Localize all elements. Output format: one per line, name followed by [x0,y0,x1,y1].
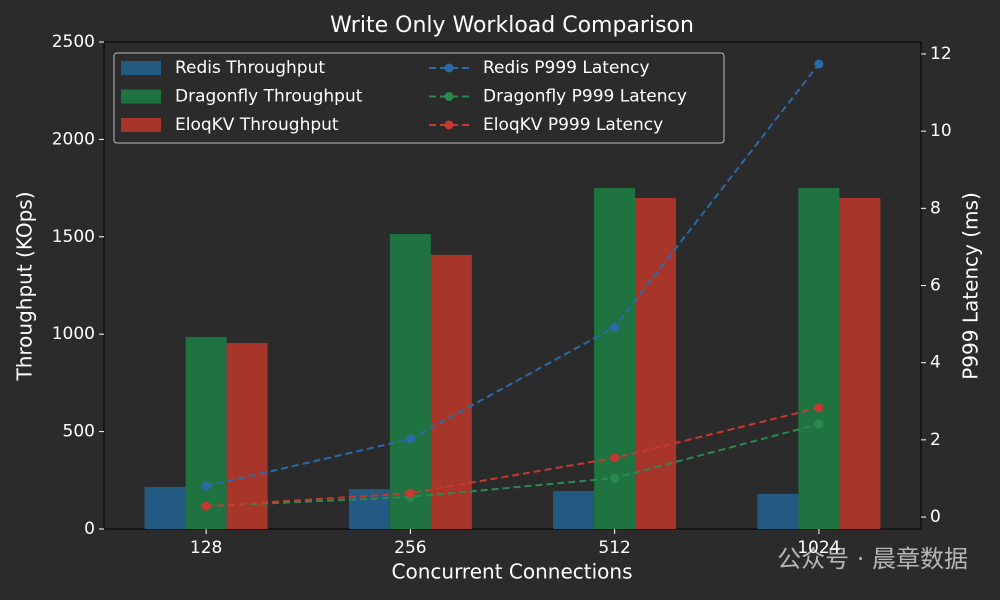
legend-frame [113,52,725,144]
latency-point [814,403,824,413]
y-tick-label: 1000 [52,324,95,344]
bar [430,254,472,530]
latency-point [201,481,211,491]
legend-label: Redis Throughput [175,58,325,78]
bar [144,486,186,529]
latency-point [610,473,620,483]
bar [389,234,431,529]
legend-label: Dragonfly P999 Latency [483,87,687,107]
legend-label: EloqKV P999 Latency [483,115,663,135]
y-tick-label: 500 [63,422,95,442]
latency-point [610,322,620,332]
y-tick-label: 1500 [52,227,95,247]
latency-point [201,501,211,511]
legend-label: Redis P999 Latency [483,58,650,78]
bar [839,198,881,530]
chart-title: Write Only Workload Comparison [330,13,694,38]
y2-tick-label: 2 [930,430,941,450]
bar [553,491,595,529]
x-tick-label: 128 [190,538,222,558]
bar [798,188,840,529]
y2-tick-label: 4 [930,353,941,373]
y-tick-label: 2000 [52,129,95,149]
x-tick-label: 256 [394,538,426,558]
legend-marker [444,92,454,101]
legend-swatch [121,89,161,104]
y-axis-label: Throughput (KOps) [13,191,37,381]
latency-line [205,63,820,488]
latency-point [405,434,415,444]
bar [226,342,268,529]
bar [185,336,227,529]
x-tick-label: 512 [598,538,630,558]
latency-point [814,59,824,69]
latency-point [610,453,620,463]
legend-swatch [121,61,161,75]
latency-point [814,419,824,429]
y-tick-label: 2500 [52,32,95,52]
latency-point [405,488,415,498]
y-tick-label: 0 [84,519,95,539]
legend-marker [444,63,454,73]
bar [594,188,636,529]
legend-label: EloqKV Throughput [175,115,339,135]
bar [635,198,677,530]
x-tick-label: 1024 [797,538,840,558]
x-axis-label: Concurrent Connections [392,560,633,584]
y2-tick-label: 8 [930,198,941,218]
legend-marker [444,120,454,130]
latency-line [206,406,820,508]
legend-label: Dragonfly Throughput [175,87,363,107]
y2-tick-label: 0 [930,507,941,527]
y2-tick-label: 6 [930,276,941,296]
y2-tick-label: 12 [930,44,952,64]
latency-line [206,423,820,508]
legend-swatch [121,118,161,132]
y2-axis-label: P999 Latency (ms) [959,192,983,380]
legend: Redis Throughput Dragonfly Throughput Eloq… [113,52,725,144]
y2-tick-label: 10 [930,121,952,141]
bar [757,493,799,529]
watermark: 公众号 · 晨章数据 [777,545,968,573]
